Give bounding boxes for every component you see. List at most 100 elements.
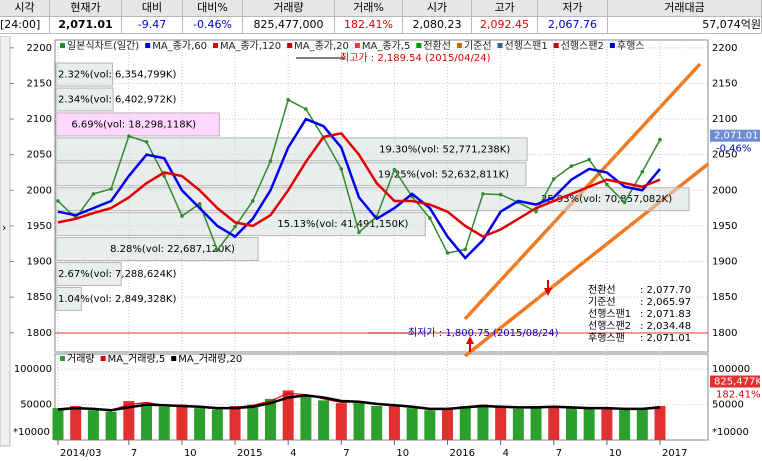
low-label: 최저가 : 1,800.75 (2015/08/24) [408,327,559,339]
ichimoku-name: 후행스팬 [588,332,625,344]
arrow-marker [466,336,474,352]
x-tick-label: 4 [503,448,509,459]
y-tick-label: 100000 [14,364,52,375]
quote-label: 대비% [183,0,243,17]
volume-bar [353,401,365,440]
legend-swatch [60,43,65,48]
volume-bar [442,408,454,440]
volume-bar [282,390,294,440]
price-point [569,164,574,168]
quote-value: [24:00] [0,17,50,34]
legend-label: MA_거래량,20 [178,353,242,365]
x-tick-label: 10 [184,448,197,459]
legend-swatch [60,356,65,361]
volume-bar [229,405,241,440]
price-point [56,199,60,203]
volume-bar [619,409,631,440]
ichimoku-value: : 2,065.97 [640,297,691,308]
legend-swatch [609,43,615,48]
last-price-label: 2,071.01 [714,131,759,142]
price-point [357,230,361,235]
quote-value: 2,080.23 [403,17,472,34]
y-tick-label-right: 100000 [712,364,750,375]
legend-label: MA_거래량,5 [108,353,166,365]
volume-bar [211,409,223,440]
last-change-label: -0.46% [716,144,751,155]
quote-value: -0.46% [183,17,243,34]
legend-swatch [416,43,422,48]
x-tick-label: 7 [131,448,137,459]
volume-bar [512,408,524,440]
y-tick-label: 2050 [27,150,52,161]
price-point [445,251,450,255]
last-volume-box [710,375,760,388]
volume-bar [123,401,135,440]
quote-value-row: [24:00] 2,071.01 -9.47 -0.46% 825,477,000 182… [0,17,762,34]
y-tick-label-right: 2050 [712,150,737,161]
volume-profile-bar [55,137,528,162]
volume-profile-label: 2.67%(vol: 7,288,624K) [58,269,176,280]
legend-label: 선행스팬1 [505,40,548,52]
volume-bar [176,404,188,440]
legend-swatch [354,43,360,48]
y-tick-label: 2200 [27,43,52,54]
volume-bar [495,407,507,440]
volume-profile-label: 19.30%(vol: 52,771,238K) [379,144,510,155]
legend-swatch [553,43,559,48]
legend-label: MA_종가,60 [152,40,207,52]
x-tick-label: 7 [343,448,349,459]
volume-profile-bar [55,237,259,262]
x-tick-label: 2014/03 [60,448,102,459]
volume-bar [424,410,436,440]
quote-label: 고가 [472,0,538,17]
volume-profile-label: 19.25%(vol: 52,632,811K) [378,169,509,180]
volume-bar [654,405,666,440]
price-point [534,209,538,214]
legend-swatch [456,43,462,48]
scroll-arrow[interactable]: › [2,221,6,234]
price-point [250,199,255,203]
quote-label: 대비 [122,0,183,17]
y-tick-label-right: 1900 [712,257,737,268]
y-tick-label: 2100 [27,114,52,125]
quote-value: 2,092.45 [472,17,538,34]
price-point [197,202,202,206]
volume-bar [548,406,560,440]
volume-bar [87,410,99,440]
price-point [622,200,627,205]
ichimoku-value: : 2,034.48 [640,321,691,332]
price-point [498,192,503,197]
quote-value: 2,067.76 [538,17,608,34]
volume-bar [158,406,170,440]
quote-value: 825,477,000 [243,17,335,34]
price-point [180,214,184,218]
price-point [463,247,468,252]
y-tick-label-right: 1800 [712,328,737,339]
quote-value: -9.47 [122,17,183,34]
legend-swatch [287,43,293,48]
price-point [640,169,645,174]
ichimoku-name: 선행스팬1 [588,308,631,320]
volume-bar [583,408,595,440]
y-tick-label-right: 2000 [712,185,737,196]
price-point [658,137,662,142]
volume-bar [335,403,347,440]
y-tick-label-right: 1950 [712,221,737,232]
quote-label: 현재가 [50,0,122,17]
quote-label: 거래% [335,0,403,17]
price-point [109,187,113,191]
volume-bar [52,408,64,440]
y-tick-label: 1850 [27,292,52,303]
price-point [587,157,591,162]
quote-label: 저가 [538,0,608,17]
scroll-gutter[interactable] [0,36,11,447]
legend-swatch [171,356,177,361]
price-point [481,192,485,196]
volume-bar [300,396,312,440]
ichimoku-name: 전환선 [588,284,616,296]
ichimoku-name: 기준선 [588,296,616,308]
volume-ma-line [57,394,661,412]
quote-label: 시가 [403,0,472,17]
legend-label: 기준선 [464,40,492,52]
price-line [57,117,661,260]
